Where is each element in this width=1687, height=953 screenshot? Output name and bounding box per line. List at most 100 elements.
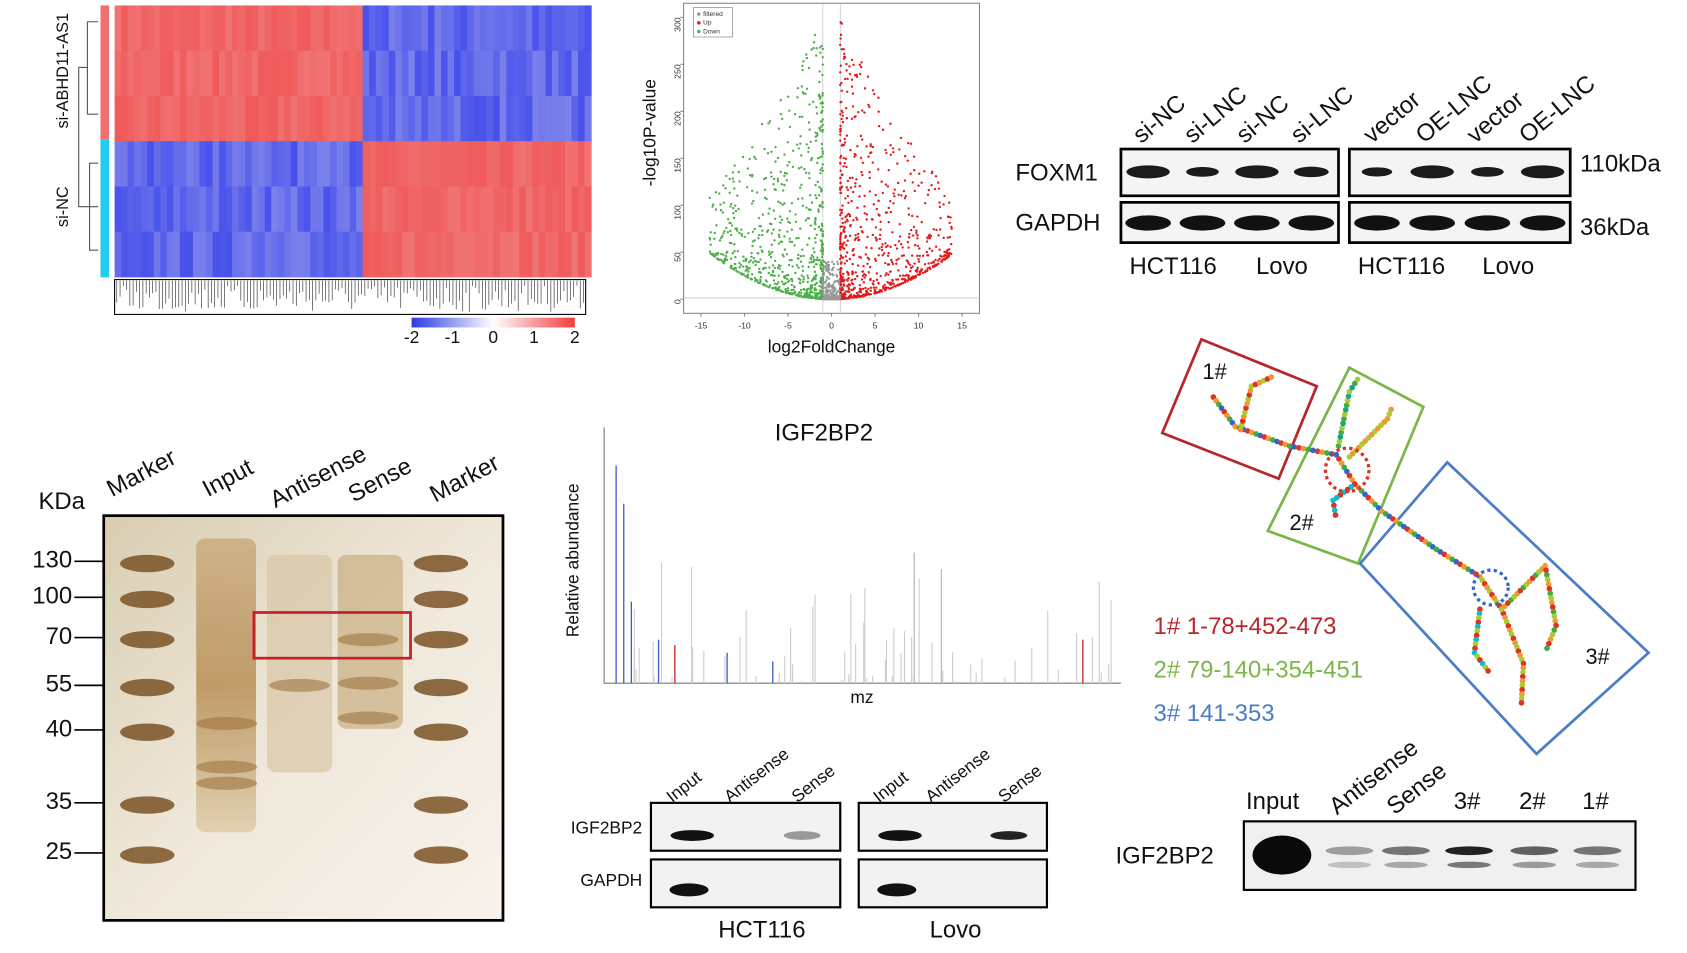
point (872, 203, 875, 206)
point (842, 284, 846, 287)
point (786, 164, 789, 167)
nucleotide (1354, 376, 1361, 383)
point (818, 284, 821, 288)
point (839, 169, 842, 172)
point (854, 237, 858, 240)
point (821, 63, 824, 66)
nucleotide (1548, 595, 1554, 601)
heatmap-cell (284, 5, 292, 52)
point (906, 159, 909, 162)
heatmap-cell (284, 95, 292, 142)
point (808, 103, 811, 106)
lane-label: Antisense (720, 744, 792, 807)
point (942, 236, 945, 240)
heatmap-cell (134, 231, 142, 278)
point (839, 181, 842, 185)
point (884, 261, 887, 265)
nucleotide (1342, 406, 1349, 413)
heatmap-cell (578, 231, 586, 278)
heatmap-cell (121, 141, 129, 187)
heatmap-cell (447, 141, 455, 187)
nucleotide (1519, 682, 1526, 689)
point (801, 64, 804, 67)
region-legend: 2# 79-140+354-451 (1154, 657, 1364, 684)
colorbar-tick: -2 (404, 327, 419, 347)
point (773, 259, 777, 263)
cell-label: Lovo (930, 917, 982, 944)
nucleotide (1310, 447, 1316, 454)
highlight-box (252, 611, 412, 660)
point (729, 257, 733, 260)
nucleotide (1386, 411, 1393, 417)
point (821, 118, 824, 121)
nucleotide (1237, 426, 1244, 433)
point (814, 216, 817, 220)
heatmap-cell (382, 50, 390, 97)
heatmap-cell (480, 95, 488, 142)
heatmap-cell (153, 231, 161, 278)
point (898, 283, 901, 286)
nucleotide (1549, 599, 1555, 606)
heatmap-cell (480, 5, 488, 52)
heatmap-cell (284, 141, 292, 187)
point (877, 125, 881, 128)
point (821, 286, 825, 289)
heatmap-cell (414, 141, 422, 187)
point (815, 106, 818, 109)
point (831, 260, 834, 264)
point (860, 170, 863, 174)
point (917, 260, 921, 263)
heatmap-cell (277, 50, 285, 97)
legend-label: Down (703, 28, 720, 35)
point (772, 183, 775, 186)
band (669, 883, 709, 897)
point (814, 236, 817, 240)
band (1384, 861, 1428, 869)
point (762, 283, 765, 286)
nucleotide (1544, 645, 1550, 652)
point (827, 260, 830, 264)
point (771, 286, 774, 290)
point (821, 56, 825, 59)
band (878, 830, 922, 841)
heatmap-cell (525, 95, 533, 142)
point (773, 274, 776, 277)
point (853, 73, 857, 77)
heatmap-cell (134, 5, 142, 52)
point (868, 293, 871, 296)
point (811, 100, 815, 104)
point (801, 265, 804, 268)
heatmap-cell (532, 186, 540, 233)
point (863, 194, 866, 198)
point (761, 229, 764, 232)
point (805, 87, 809, 91)
heatmap-cell (258, 50, 266, 97)
point (855, 291, 859, 294)
point (821, 128, 824, 132)
point (868, 190, 872, 193)
nucleotide (1291, 444, 1298, 450)
point (853, 277, 857, 281)
point (753, 239, 756, 242)
point (831, 295, 835, 298)
point (724, 186, 727, 190)
heatmap-cell (186, 50, 194, 97)
point (884, 211, 888, 214)
point (711, 205, 714, 208)
nucleotide (1384, 416, 1391, 422)
point (852, 294, 856, 298)
point (850, 85, 854, 88)
heatmap-cell (336, 95, 344, 142)
nucleotide (1519, 678, 1526, 684)
point (839, 176, 842, 180)
point (721, 234, 724, 238)
heatmap-cell (160, 186, 168, 233)
point (848, 215, 852, 218)
region-legend: 1# 1-78+452-473 (1154, 613, 1337, 640)
point (839, 124, 842, 128)
nucleotide (1340, 420, 1346, 427)
heatmap-cell (434, 50, 442, 97)
point (721, 211, 725, 214)
point (858, 295, 861, 298)
point (912, 225, 916, 229)
